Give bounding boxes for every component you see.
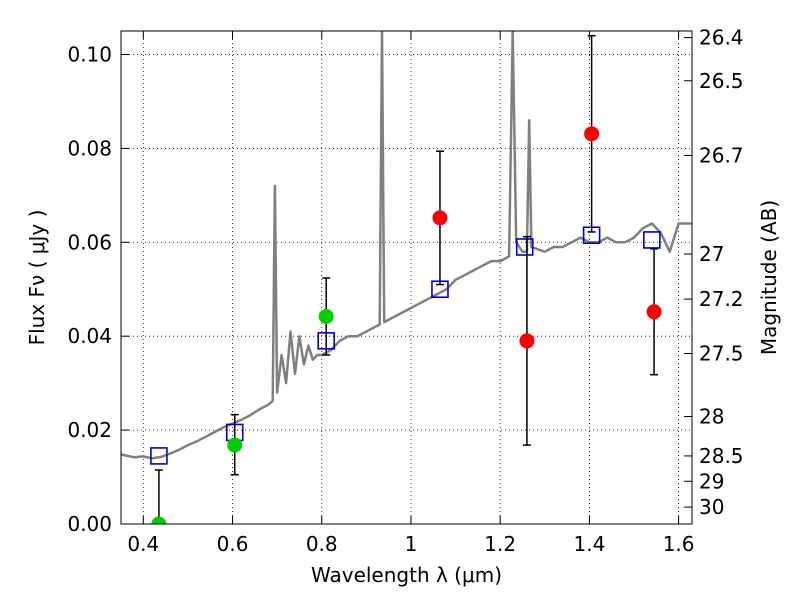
x-tick-label: 1.4 — [573, 532, 605, 556]
detection-point — [151, 516, 167, 524]
x-tick-label: 1.6 — [663, 532, 695, 556]
model-photometry-square — [515, 238, 534, 256]
measurement-point — [646, 304, 662, 320]
right-tick-label: 27.5 — [699, 342, 744, 366]
measurement-point — [432, 210, 448, 226]
x-tick-label: 0.4 — [127, 532, 159, 556]
tick-layer: 0.4 0.6 0.8 1 1.2 1.4 1.6 0.00 0.02 0.04 0.06 0.08 0… — [67, 26, 743, 556]
x-tick-label: 1 — [405, 532, 418, 556]
right-tick-label: 28 — [699, 404, 724, 428]
right-tick-label: 27 — [699, 242, 724, 266]
detection-point — [318, 308, 334, 324]
x-axis-label: Wavelength λ (μm) — [311, 563, 502, 587]
right-axis-label: Magnitude (AB) — [757, 200, 781, 355]
right-tick-label: 29 — [699, 469, 724, 493]
y-tick-label: 0.00 — [67, 512, 112, 536]
model-photometry-square — [150, 447, 168, 465]
right-tick-label: 28.5 — [699, 444, 744, 468]
model-photometry-square — [643, 231, 661, 249]
y-tick-label: 0.06 — [67, 230, 112, 254]
y-axis-label: Flux Fν ( μJy ) — [25, 210, 49, 346]
right-tick-label: 27.2 — [699, 287, 744, 311]
y-tick-label: 0.04 — [67, 324, 112, 348]
x-tick-label: 1.2 — [484, 532, 516, 556]
x-tick-label: 0.6 — [217, 532, 249, 556]
right-tick-label: 26.7 — [699, 143, 744, 167]
y-tick-label: 0.02 — [67, 418, 112, 442]
right-tick-label: 30 — [699, 495, 724, 519]
model-photometry-square — [582, 226, 601, 245]
model-photometry-square — [317, 332, 336, 350]
measurement-point — [584, 126, 600, 142]
model-photometry-square — [431, 280, 449, 299]
marker-layer — [150, 126, 662, 524]
y-tick-label: 0.08 — [67, 136, 112, 160]
measurement-point — [519, 333, 535, 349]
plot-frame — [120, 30, 693, 525]
y-tick-label: 0.10 — [67, 42, 112, 66]
right-tick-label: 26.5 — [699, 69, 744, 93]
right-tick-label: 26.4 — [699, 26, 744, 50]
x-tick-label: 0.8 — [306, 532, 338, 556]
detection-point — [227, 437, 243, 453]
